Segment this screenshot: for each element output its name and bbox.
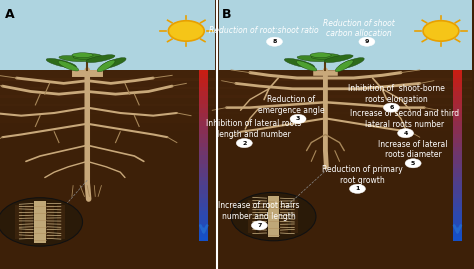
Circle shape	[405, 159, 421, 168]
FancyBboxPatch shape	[0, 87, 215, 98]
Text: Reduction of shoot
carbon allocation: Reduction of shoot carbon allocation	[322, 19, 394, 38]
Text: 4: 4	[403, 131, 408, 136]
Ellipse shape	[310, 53, 331, 58]
FancyBboxPatch shape	[0, 70, 215, 81]
FancyBboxPatch shape	[36, 205, 44, 239]
Ellipse shape	[72, 53, 93, 58]
Text: 7: 7	[257, 223, 262, 228]
FancyBboxPatch shape	[219, 104, 472, 114]
FancyBboxPatch shape	[248, 200, 255, 233]
Text: Inhibition of  shoot-borne
roots elongation: Inhibition of shoot-borne roots elongati…	[348, 84, 445, 104]
Ellipse shape	[284, 58, 315, 68]
FancyBboxPatch shape	[57, 205, 65, 239]
Text: 3: 3	[296, 116, 300, 121]
FancyBboxPatch shape	[0, 78, 215, 89]
Circle shape	[231, 192, 316, 241]
Ellipse shape	[296, 61, 317, 71]
Text: 1: 1	[356, 186, 360, 191]
Circle shape	[266, 37, 283, 46]
FancyBboxPatch shape	[34, 201, 46, 243]
FancyBboxPatch shape	[219, 95, 472, 106]
Circle shape	[236, 139, 252, 148]
Text: 9: 9	[365, 39, 369, 44]
Circle shape	[349, 184, 365, 193]
Text: Increase of lateral
roots diameter: Increase of lateral roots diameter	[378, 140, 448, 159]
Text: Reduction of primary
root growth: Reduction of primary root growth	[322, 165, 402, 185]
FancyBboxPatch shape	[280, 200, 288, 233]
Text: 6: 6	[389, 105, 393, 110]
Circle shape	[359, 37, 375, 46]
Ellipse shape	[324, 55, 353, 63]
FancyBboxPatch shape	[219, 70, 472, 81]
FancyBboxPatch shape	[15, 205, 22, 239]
FancyBboxPatch shape	[0, 70, 215, 269]
FancyBboxPatch shape	[269, 200, 277, 233]
Text: Inhibition of lateral roots
length and number: Inhibition of lateral roots length and n…	[206, 119, 301, 139]
Ellipse shape	[338, 58, 364, 69]
Circle shape	[168, 21, 204, 41]
Text: Reduction of root:shoot ratio: Reduction of root:shoot ratio	[210, 26, 319, 36]
FancyBboxPatch shape	[219, 0, 472, 70]
Ellipse shape	[59, 56, 89, 62]
FancyBboxPatch shape	[268, 196, 280, 237]
Ellipse shape	[335, 60, 353, 72]
FancyBboxPatch shape	[219, 87, 472, 98]
Circle shape	[383, 103, 400, 112]
Text: Increase of second and third
lateral roots number: Increase of second and third lateral roo…	[350, 109, 459, 129]
Text: 5: 5	[411, 161, 415, 166]
FancyBboxPatch shape	[0, 95, 215, 106]
FancyBboxPatch shape	[46, 205, 54, 239]
Ellipse shape	[97, 60, 115, 72]
Circle shape	[290, 114, 306, 123]
Text: A: A	[5, 8, 14, 21]
Text: B: B	[222, 8, 231, 21]
FancyBboxPatch shape	[0, 0, 215, 70]
Circle shape	[398, 129, 414, 138]
FancyBboxPatch shape	[0, 104, 215, 114]
Ellipse shape	[58, 61, 79, 71]
Text: 8: 8	[272, 39, 277, 44]
FancyBboxPatch shape	[219, 112, 472, 123]
Text: Reduction of
emergence angle: Reduction of emergence angle	[258, 95, 325, 115]
Ellipse shape	[100, 58, 126, 69]
FancyBboxPatch shape	[291, 200, 298, 233]
FancyBboxPatch shape	[25, 205, 33, 239]
Ellipse shape	[73, 54, 101, 59]
Text: 2: 2	[242, 141, 246, 146]
FancyBboxPatch shape	[259, 200, 266, 233]
FancyBboxPatch shape	[0, 112, 215, 123]
Circle shape	[423, 21, 459, 41]
Ellipse shape	[86, 55, 115, 63]
Ellipse shape	[297, 56, 328, 62]
Circle shape	[0, 198, 82, 246]
FancyBboxPatch shape	[219, 78, 472, 89]
Ellipse shape	[311, 54, 339, 59]
Ellipse shape	[46, 58, 76, 68]
Circle shape	[251, 221, 267, 230]
FancyBboxPatch shape	[219, 70, 472, 269]
Text: Increase of root hairs
number and length: Increase of root hairs number and length	[218, 201, 299, 221]
